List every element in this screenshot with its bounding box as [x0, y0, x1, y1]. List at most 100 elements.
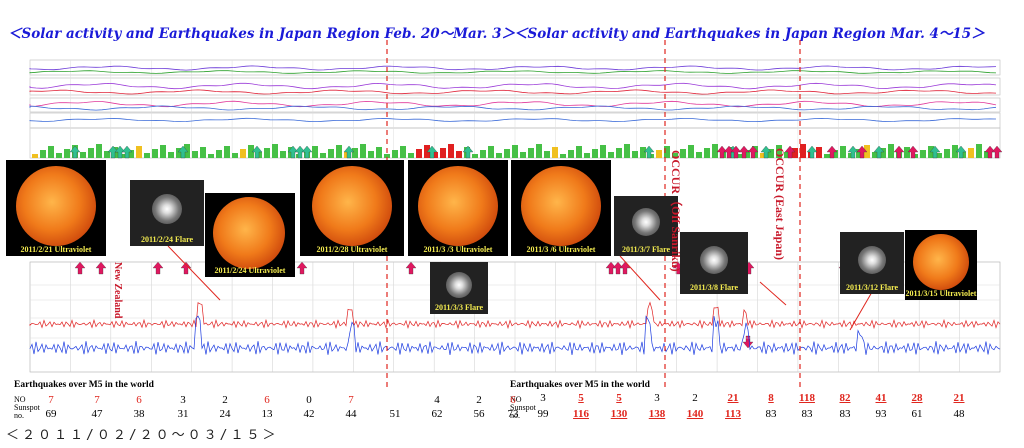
pointer-line-4 [849, 291, 873, 331]
kp-bar-13 [136, 146, 142, 158]
kp-bar-65 [552, 147, 558, 158]
red-arrow-7 [856, 145, 868, 159]
left-sunspot-4: 24 [219, 408, 231, 420]
kp-bar-83 [696, 152, 702, 158]
nz-annotation: New Zealand [112, 262, 123, 319]
kp-bar-63 [536, 144, 542, 158]
right-no-0: 3 [540, 392, 546, 404]
lower-arrow-2 [152, 261, 164, 275]
kp-bar-23 [216, 150, 222, 158]
left-no-0: 7 [48, 394, 54, 406]
kp-bar-15 [152, 149, 158, 158]
env-line-c [29, 82, 997, 90]
green-arrow-3 [121, 145, 133, 159]
lower-arrow-4 [296, 261, 308, 275]
red-arrow-8 [893, 145, 905, 159]
kp-bar-72 [608, 152, 614, 158]
green-arrow-15 [806, 145, 818, 159]
kp-bar-62 [528, 148, 534, 158]
kp-bar-107 [888, 144, 894, 158]
right-no-4: 2 [692, 392, 698, 404]
right-sunspot-0: 99 [537, 408, 549, 420]
kp-bar-57 [488, 146, 494, 158]
kp-bar-1 [40, 150, 46, 158]
green-arrow-12 [643, 145, 655, 159]
pointer-line-2 [619, 255, 661, 301]
green-arrow-5 [251, 145, 263, 159]
solar-image-0224: 2011/2/24 Ultraviolet [205, 193, 295, 277]
left-no-2: 6 [136, 394, 142, 406]
kp-bar-55 [472, 154, 478, 158]
kp-bar-20 [192, 151, 198, 158]
kp-bar-64 [544, 151, 550, 158]
flare-image-0308: 2011/3/8 Flare [680, 232, 748, 294]
right-sunspot-7: 83 [801, 408, 813, 420]
env-line-b [29, 70, 997, 74]
kp-bar-89 [744, 150, 750, 158]
kp-bar-119 [984, 151, 990, 158]
down-arrow-0 [742, 335, 754, 349]
kp-bar-41 [360, 144, 366, 158]
occur-east-japan: OCCUR (East Japan) [773, 148, 787, 261]
kp-bar-60 [512, 145, 518, 158]
left-no-3: 3 [180, 394, 186, 406]
kp-bar-53 [456, 151, 462, 158]
left-no-7: 7 [348, 394, 354, 406]
solar-image-0228: 2011/2/28 Ultraviolet [300, 160, 404, 256]
env-line-d [29, 89, 997, 95]
kp-bar-18 [176, 148, 182, 158]
right-table-header: Earthquakes over M5 in the world [510, 380, 650, 390]
green-arrow-9 [343, 145, 355, 159]
flare-image-0224: 2011/2/24 Flare [130, 180, 204, 246]
left-no-5: 6 [264, 394, 270, 406]
left-no-10: 6 [510, 394, 516, 406]
kp-bar-14 [144, 153, 150, 158]
kp-bar-22 [208, 154, 214, 158]
lower-arrow-1 [95, 261, 107, 275]
right-sunspot-11: 48 [953, 408, 965, 420]
kp-bar-117 [968, 148, 974, 158]
kp-bar-93 [776, 145, 782, 158]
left-table-header: Earthquakes over M5 in the world [14, 380, 154, 390]
right-no-8: 82 [839, 392, 851, 404]
kp-bar-51 [440, 148, 446, 158]
left-row-no: NO [14, 395, 26, 404]
kp-bar-21 [200, 147, 206, 158]
kp-bar-118 [976, 144, 982, 158]
right-no-1: 5 [578, 392, 584, 404]
kp-bar-88 [736, 154, 742, 158]
kp-bar-75 [632, 151, 638, 158]
right-sunspot-8: 83 [839, 408, 851, 420]
red-arrow-11 [991, 145, 1003, 159]
green-arrow-17 [873, 145, 885, 159]
kp-bar-98 [816, 147, 822, 158]
left-sunspot-6: 42 [303, 408, 315, 420]
left-no-4: 2 [222, 394, 228, 406]
kp-bar-94 [784, 152, 790, 158]
kp-bar-30 [272, 144, 278, 158]
right-no-7: 118 [799, 392, 815, 404]
kp-bar-99 [824, 154, 830, 158]
green-arrow-0 [69, 145, 81, 159]
left-sunspot-2: 38 [133, 408, 145, 420]
right-no-10: 28 [911, 392, 923, 404]
kp-bar-105 [872, 152, 878, 158]
left-title: ＜Solar activity and Earthquakes in Japan… [8, 26, 515, 42]
kp-bar-3 [56, 153, 62, 158]
flare-image-0303: 2011/3/3 Flare [430, 262, 488, 314]
kp-bar-115 [952, 145, 958, 158]
green-arrow-4 [177, 145, 189, 159]
left-sunspot-5: 13 [261, 408, 273, 420]
kp-bar-44 [384, 154, 390, 158]
kp-bar-81 [680, 149, 686, 158]
right-row-no: NO [510, 395, 522, 404]
kp-bar-7 [88, 148, 94, 158]
kp-bar-24 [224, 146, 230, 158]
kp-bar-37 [328, 149, 334, 158]
lower-arrow-3 [180, 261, 192, 275]
kp-bar-12 [128, 150, 134, 158]
kp-bar-109 [904, 147, 910, 158]
kp-bar-9 [104, 151, 110, 158]
kp-bar-106 [880, 148, 886, 158]
